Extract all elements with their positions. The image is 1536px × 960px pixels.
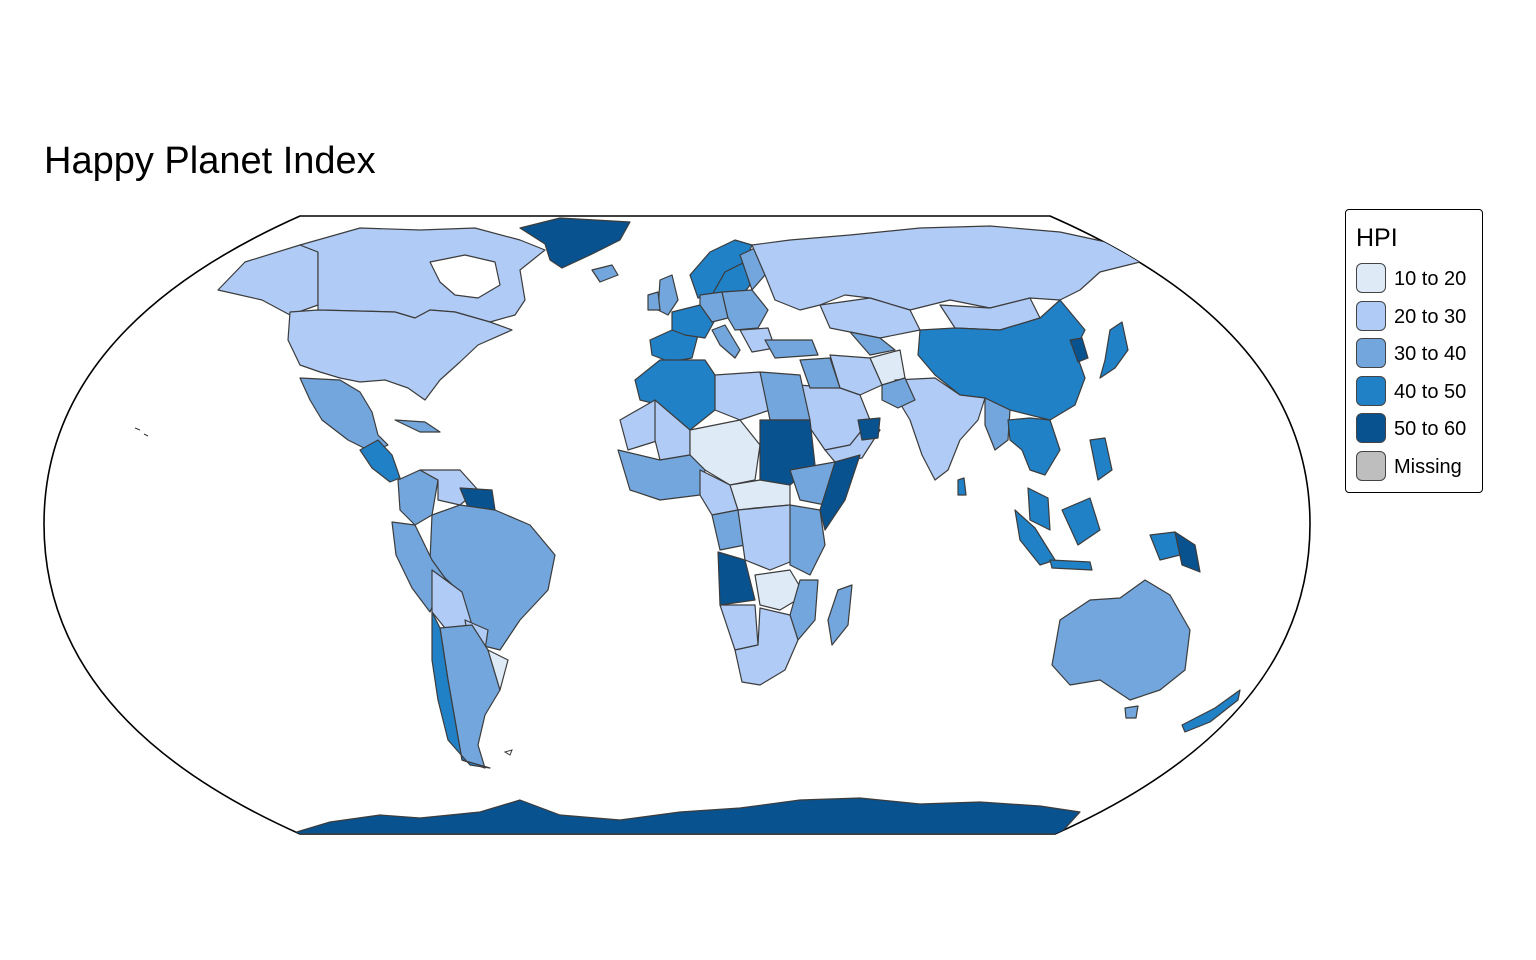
country-cuba xyxy=(394,419,441,433)
country-central-america xyxy=(359,439,401,483)
country-north-korea xyxy=(1069,337,1089,363)
legend-item: 50 to 60 xyxy=(1356,413,1480,445)
legend-item: 40 to 50 xyxy=(1356,375,1480,408)
country-usa xyxy=(287,309,513,401)
country-libya xyxy=(714,371,771,421)
country-madagascar xyxy=(827,584,853,646)
country-mozambique xyxy=(789,579,819,641)
legend-label: Missing xyxy=(1394,455,1462,478)
country-southern-africa xyxy=(734,607,799,686)
country-malaysia xyxy=(1027,487,1051,531)
legend-swatch xyxy=(1356,413,1386,443)
country-indonesia-java xyxy=(1049,559,1093,571)
country-indonesia-sumatra xyxy=(1014,509,1056,566)
country-greenland xyxy=(519,217,631,269)
legend-label: 40 to 50 xyxy=(1394,380,1467,403)
country-bangladesh-myanmar xyxy=(984,397,1011,451)
country-somalia xyxy=(819,454,861,531)
country-china xyxy=(917,299,1086,421)
map-title: Happy Planet Index xyxy=(44,140,376,182)
map-legend: HPI 10 to 20 20 to 30 30 to 40 40 to 50 50 t… xyxy=(1345,209,1483,493)
country-japan xyxy=(1099,321,1129,379)
legend-label: 50 to 60 xyxy=(1394,418,1467,440)
country-poland-region xyxy=(721,289,769,331)
legend-item: 10 to 20 xyxy=(1356,263,1480,295)
legend-swatch xyxy=(1356,450,1386,481)
country-chile xyxy=(431,611,491,769)
island-hawaii xyxy=(134,427,149,437)
map-frame xyxy=(43,215,1311,835)
country-kenya-tanzania xyxy=(789,504,826,576)
country-angola xyxy=(717,551,756,606)
country-new-zealand xyxy=(1181,689,1241,733)
country-uzbekistan xyxy=(849,331,896,356)
country-kazakhstan xyxy=(819,297,921,339)
country-germany xyxy=(699,291,729,323)
country-mexico xyxy=(299,377,389,453)
country-turkey xyxy=(764,339,819,359)
country-uruguay xyxy=(487,649,509,691)
country-brazil xyxy=(429,504,556,651)
country-philippines xyxy=(1089,437,1113,481)
country-iraq-syria xyxy=(799,357,841,389)
island-baffin xyxy=(429,254,501,299)
country-iceland xyxy=(591,264,619,283)
country-dr-congo xyxy=(737,504,796,571)
country-yemen xyxy=(857,417,881,441)
legend-label: 20 to 30 xyxy=(1394,305,1467,328)
legend-label: 10 to 20 xyxy=(1394,268,1467,290)
country-pakistan xyxy=(881,377,916,409)
legend-title: HPI xyxy=(1356,224,1398,252)
island-falklands xyxy=(503,749,513,756)
legend-item: 30 to 40 xyxy=(1356,338,1480,370)
country-tasmania xyxy=(1124,705,1139,719)
legend-item: Missing xyxy=(1356,450,1480,483)
country-australia xyxy=(1051,579,1191,701)
country-ireland xyxy=(647,291,661,311)
legend-swatch xyxy=(1356,263,1386,293)
country-zambia-malawi xyxy=(754,569,806,611)
country-papua-new-guinea xyxy=(1174,531,1201,573)
legend-label: 30 to 40 xyxy=(1394,343,1467,365)
country-thailand-vietnam xyxy=(1007,417,1061,476)
legend-swatch xyxy=(1356,338,1386,368)
legend-swatch xyxy=(1356,375,1386,406)
country-canada xyxy=(299,227,546,323)
region-antarctica xyxy=(289,797,1081,834)
country-indonesia-borneo xyxy=(1061,497,1101,546)
legend-swatch xyxy=(1356,300,1386,331)
legend-item: 20 to 30 xyxy=(1356,300,1480,333)
country-sri-lanka xyxy=(957,477,967,496)
country-russia xyxy=(751,225,1141,311)
country-italy xyxy=(711,324,741,359)
country-india xyxy=(894,377,986,481)
